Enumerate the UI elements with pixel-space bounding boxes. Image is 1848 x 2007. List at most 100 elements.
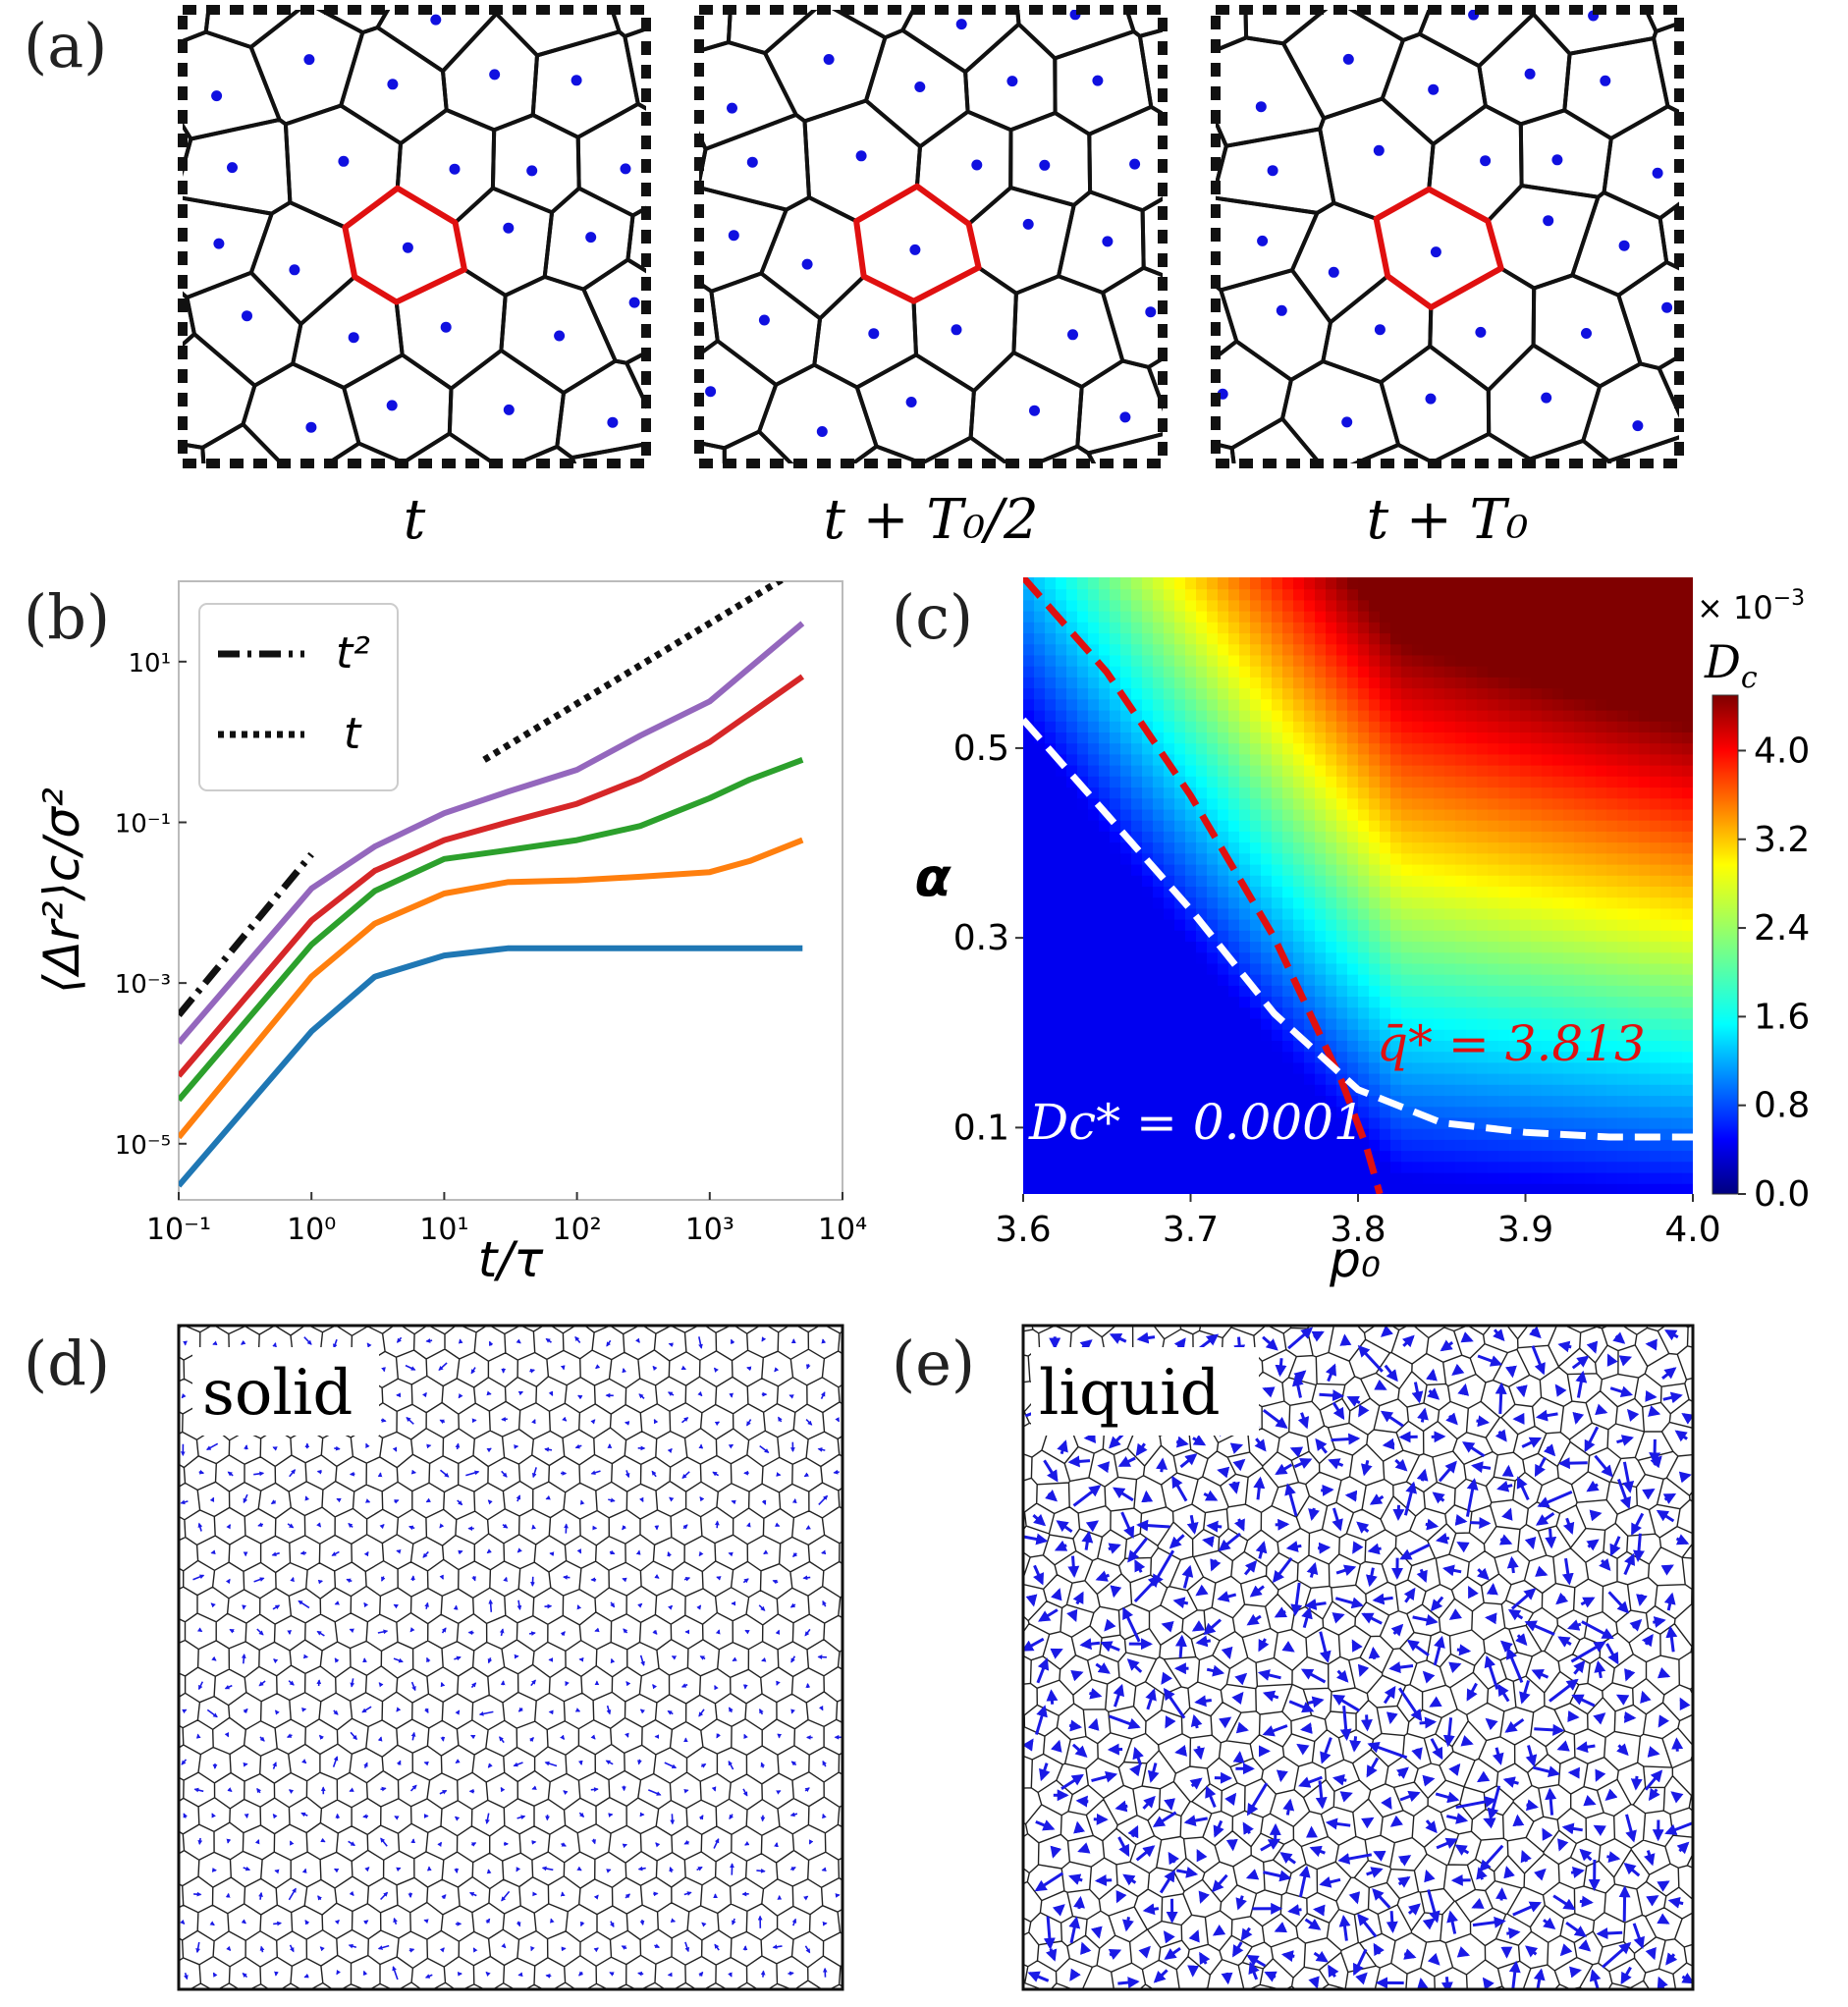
heatmap-cell [1120, 787, 1132, 798]
velocity-arrow [1204, 1541, 1212, 1542]
heatmap-cell [1326, 1150, 1337, 1162]
heatmap-cell [1358, 765, 1370, 777]
heatmap-cell [1207, 655, 1219, 667]
heatmap-cell [1250, 599, 1262, 611]
heatmap-cell [1563, 951, 1575, 963]
velocity-arrow [367, 1501, 369, 1502]
heatmap-cell [1239, 1172, 1251, 1184]
heatmap-cell [1671, 974, 1683, 986]
velocity-arrow [489, 1393, 491, 1394]
heatmap-cell [1164, 1029, 1175, 1041]
heatmap-cell [1023, 974, 1035, 986]
heatmap-cell [1347, 666, 1359, 678]
heatmap-cell [1272, 852, 1283, 864]
heatmap-cell [1380, 666, 1391, 678]
heatmap-cell [1671, 1051, 1683, 1062]
cell-edge [65, 570, 77, 581]
heatmap-cell [1347, 1150, 1359, 1162]
heatmap-cell [1272, 875, 1283, 887]
heatmap-cell [1585, 974, 1597, 986]
heatmap-cell [1650, 974, 1661, 986]
heatmap-cell [1023, 1029, 1035, 1041]
heatmap-cell [1185, 677, 1197, 688]
heatmap-cell [1531, 577, 1543, 589]
heatmap-cell [1336, 588, 1348, 600]
heatmap-cell [1444, 896, 1456, 908]
heatmap-cell [1455, 864, 1467, 876]
heatmap-cell [1498, 687, 1510, 699]
heatmap-cell [1542, 896, 1553, 908]
heatmap-cell [1628, 930, 1640, 942]
heatmap-cell [1034, 1172, 1046, 1184]
heatmap-cell [1099, 831, 1111, 842]
heatmap-cell [1293, 588, 1305, 600]
heatmap-cell [1552, 753, 1564, 765]
heatmap-cell [1228, 655, 1240, 667]
heatmap-cell [1056, 1183, 1067, 1195]
cell-edge [1699, 84, 1797, 210]
heatmap-cell [1142, 809, 1154, 821]
heatmap-cell [1218, 622, 1229, 633]
heatmap-cell [1639, 974, 1651, 986]
heatmap-cell [1110, 797, 1121, 809]
heatmap-cell [1261, 797, 1273, 809]
velocity-arrow [1648, 1344, 1656, 1345]
heatmap-cell [1347, 974, 1359, 986]
velocity-arrow [579, 1870, 581, 1871]
heatmap-cell [1488, 611, 1499, 623]
heatmap-cell [1034, 1061, 1046, 1073]
heatmap-cell [1444, 797, 1456, 809]
heatmap-cell [1218, 611, 1229, 623]
heatmap-cell [1261, 963, 1273, 975]
x-tick-label: 10¹ [419, 1213, 468, 1247]
heatmap-cell [1218, 875, 1229, 887]
heatmap-cell [1088, 622, 1100, 633]
velocity-arrow [1315, 1910, 1322, 1911]
heatmap-cell [1120, 820, 1132, 832]
heatmap-cell [1261, 655, 1273, 667]
cell-edge [1583, 363, 1688, 461]
heatmap-cell [1477, 985, 1489, 997]
velocity-arrow [199, 1838, 200, 1844]
heatmap-cell [1358, 985, 1370, 997]
heatmap-cell [1444, 622, 1456, 633]
heatmap-cell [1563, 776, 1575, 787]
heatmap-cell [1477, 698, 1489, 710]
heatmap-cell [1358, 831, 1370, 842]
heatmap-cell [1261, 831, 1273, 842]
heatmap-cell [1358, 886, 1370, 897]
heatmap-cell [1099, 742, 1111, 754]
heatmap-cell [1596, 907, 1607, 919]
velocity-arrow [440, 1843, 441, 1845]
heatmap-cell [1380, 951, 1391, 963]
heatmap-cell [1218, 886, 1229, 897]
heatmap-cell [1066, 996, 1078, 1007]
heatmap-cell [1110, 611, 1121, 623]
cell-center [607, 417, 618, 428]
heatmap-cell [1509, 611, 1521, 623]
heatmap-cell [1498, 643, 1510, 655]
heatmap-cell [1045, 1040, 1057, 1052]
solid-label: solid [202, 1357, 353, 1430]
heatmap-cell [1272, 643, 1283, 655]
heatmap-cell [1423, 963, 1435, 975]
heatmap-cell [1185, 985, 1197, 997]
heatmap-cell [1077, 941, 1089, 952]
heatmap-cell [1088, 941, 1100, 952]
heatmap-cell [1261, 666, 1273, 678]
velocity-arrow [594, 1737, 595, 1739]
heatmap-cell [1585, 643, 1597, 655]
heatmap-cell [1606, 996, 1618, 1007]
heatmap-cell [1455, 655, 1467, 667]
heatmap-cell [1153, 1183, 1165, 1195]
heatmap-cell [1596, 831, 1607, 842]
cell-center [1480, 155, 1491, 166]
heatmap-cell [1088, 1006, 1100, 1018]
heatmap-cell [1099, 919, 1111, 931]
heatmap-cell [1423, 1172, 1435, 1184]
heatmap-cell [1671, 896, 1683, 908]
cell-center [211, 90, 222, 101]
heatmap-cell [1477, 1150, 1489, 1162]
heatmap-cell [1066, 655, 1078, 667]
